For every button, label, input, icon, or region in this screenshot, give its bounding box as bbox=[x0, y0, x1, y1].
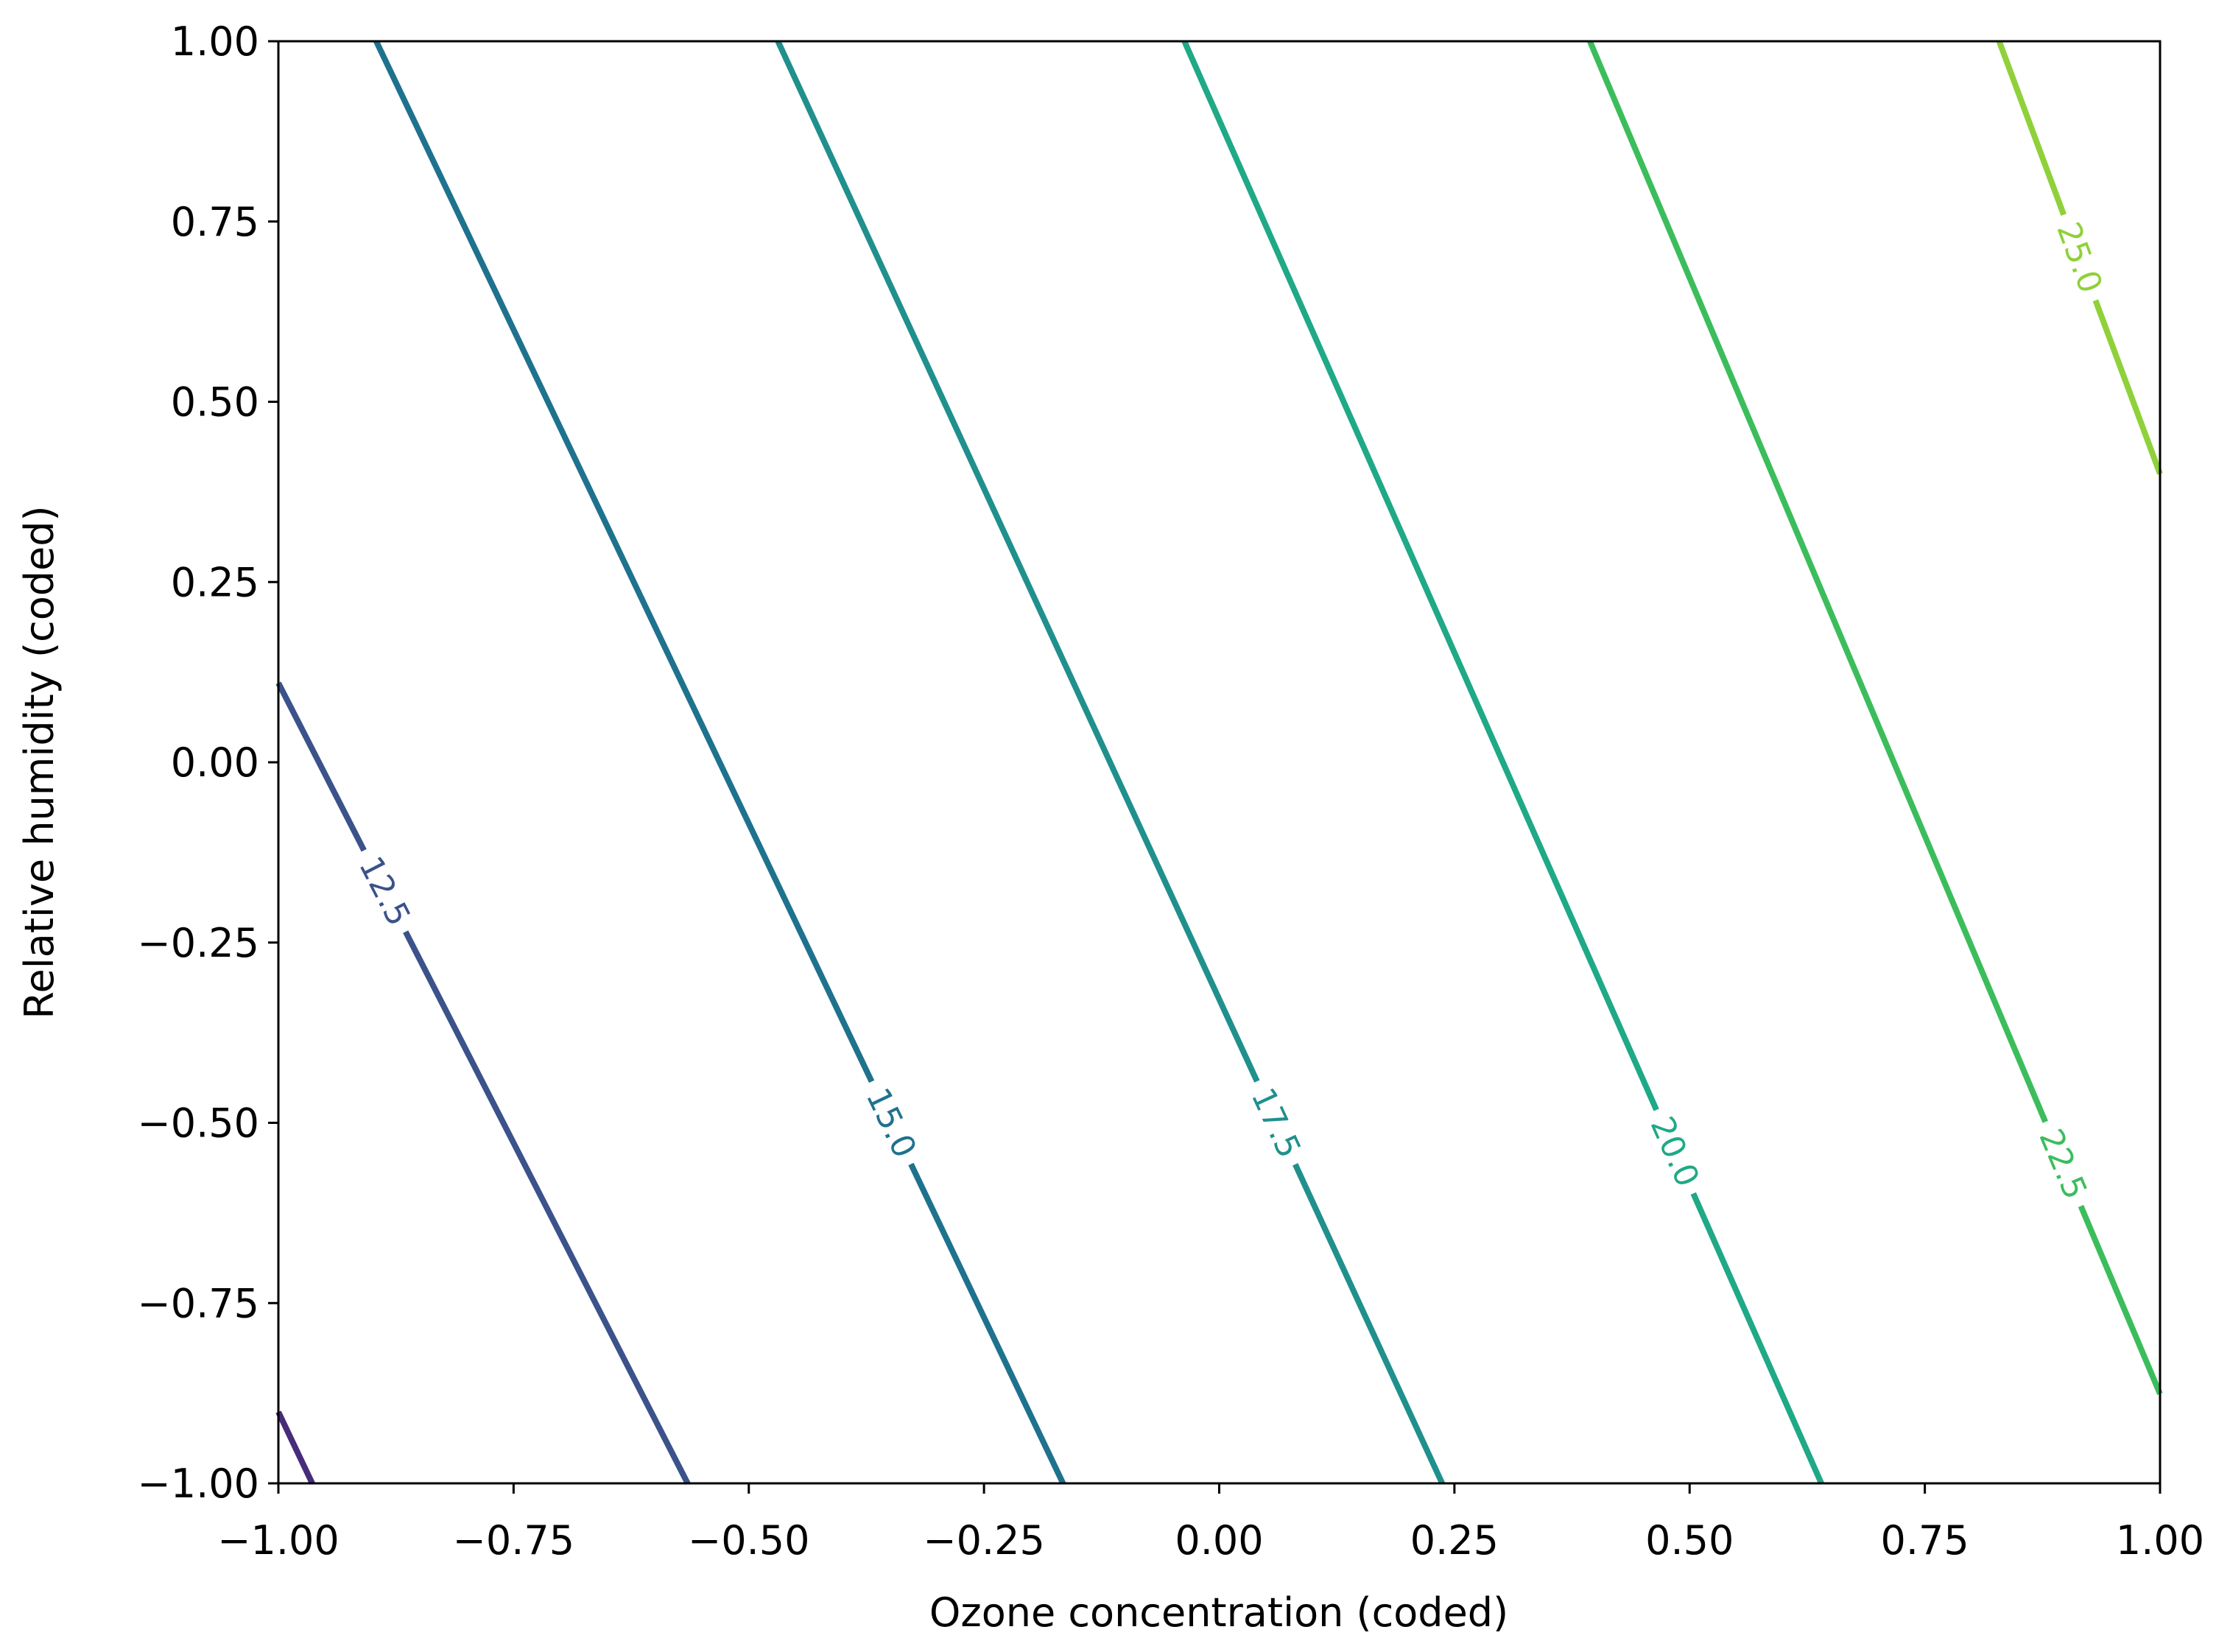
y-tick-label: 0.25 bbox=[171, 559, 259, 605]
x-tick-label: −0.25 bbox=[923, 1517, 1044, 1564]
x-tick-label: −0.50 bbox=[688, 1517, 809, 1564]
contour-line bbox=[775, 40, 1445, 1485]
contour-label-group: 15.0 bbox=[851, 1072, 932, 1174]
contour-line bbox=[373, 40, 1066, 1485]
y-tick-label: 1.00 bbox=[171, 18, 259, 65]
x-tick-label: 0.00 bbox=[1175, 1517, 1263, 1564]
y-tick-label: −1.00 bbox=[138, 1461, 259, 1507]
contour-label-group: 20.0 bbox=[1636, 1100, 1714, 1203]
label-gap bbox=[2043, 207, 2117, 309]
contour-label-group: 25.0 bbox=[2043, 207, 2117, 309]
x-tick-label: −0.75 bbox=[453, 1517, 574, 1564]
y-tick-label: −0.25 bbox=[138, 920, 259, 966]
contour-label-group: 22.5 bbox=[2025, 1113, 2102, 1215]
label-gap bbox=[2025, 1113, 2102, 1215]
label-gap bbox=[1636, 1100, 1714, 1203]
plot-frame bbox=[277, 40, 2162, 1485]
x-tick-label: 1.00 bbox=[2116, 1517, 2204, 1564]
y-tick-label: 0.50 bbox=[171, 379, 259, 426]
contour-line bbox=[1181, 40, 1824, 1485]
x-tick-label: 0.25 bbox=[1410, 1517, 1499, 1564]
label-gap bbox=[851, 1072, 932, 1174]
x-tick-label: −1.00 bbox=[217, 1517, 339, 1564]
y-tick-label: −0.75 bbox=[138, 1280, 259, 1326]
label-gap bbox=[1237, 1072, 1315, 1174]
label-gap bbox=[344, 840, 426, 942]
x-tick-label: 0.75 bbox=[1881, 1517, 1969, 1564]
y-tick-label: −0.50 bbox=[138, 1100, 259, 1147]
x-tick-label: 0.50 bbox=[1645, 1517, 1734, 1564]
contour-label-group: 17.5 bbox=[1237, 1072, 1315, 1174]
y-axis-label: Relative humidity (coded) bbox=[16, 505, 63, 1019]
contour-line bbox=[275, 1410, 315, 1485]
y-tick-label: 0.75 bbox=[171, 199, 259, 245]
contour-line bbox=[275, 681, 691, 1485]
contour-label-group: 12.5 bbox=[344, 840, 426, 942]
x-axis-label: Ozone concentration (coded) bbox=[929, 1589, 1508, 1636]
y-tick-label: 0.00 bbox=[171, 739, 259, 786]
